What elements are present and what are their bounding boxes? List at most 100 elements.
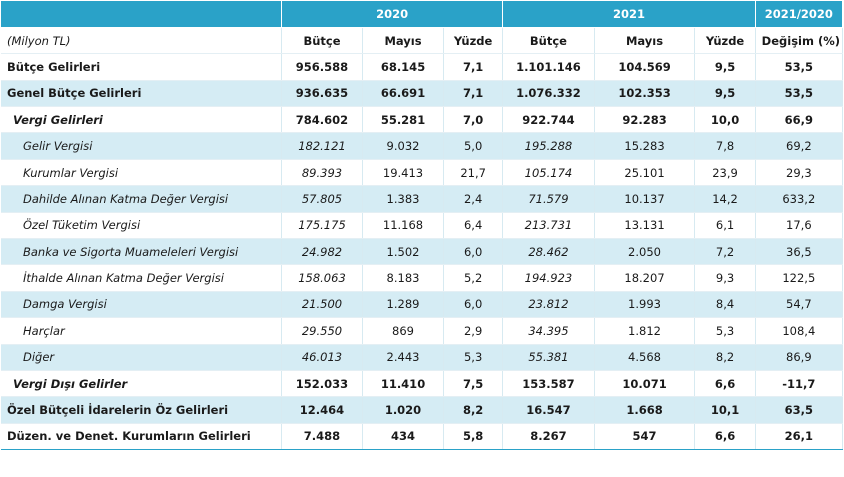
- col-header-percent-2021: Yüzde: [694, 27, 756, 55]
- table-row: Bütçe Gelirleri 956.588 68.145 7,1 1.101.146…: [1, 53, 844, 81]
- cell-budget-2020: 956.588: [281, 53, 364, 81]
- cell-budget-2021: 71.579: [502, 185, 595, 213]
- col-header-percent-2020: Yüzde: [443, 27, 504, 55]
- table-row: Banka ve Sigorta Muameleleri Vergisi 24.9…: [1, 238, 844, 266]
- table-row: Damga Vergisi 21.500 1.289 6,0 23.812 1.993 8,…: [1, 291, 844, 319]
- row-label: Kurumlar Vergisi: [1, 159, 282, 187]
- cell-percent-2020: 7,0: [443, 106, 504, 134]
- table-row: Kurumlar Vergisi 89.393 19.413 21,7 105.174 2…: [1, 159, 844, 187]
- table-row: Düzen. ve Denet. Kurumların Gelirleri 7.4…: [1, 423, 844, 451]
- cell-budget-2020: 46.013: [281, 344, 364, 371]
- table-row: Genel Bütçe Gelirleri 936.635 66.691 7,1 1.0…: [1, 80, 844, 108]
- cell-change: 122,5: [755, 264, 844, 292]
- row-label: Düzen. ve Denet. Kurumların Gelirleri: [1, 423, 282, 451]
- cell-budget-2021: 23.812: [502, 291, 595, 319]
- cell-may-2021: 1.812: [594, 317, 696, 345]
- cell-may-2020: 11.410: [362, 370, 445, 398]
- cell-may-2021: 2.050: [594, 238, 696, 266]
- cell-budget-2020: 158.063: [281, 264, 364, 292]
- cell-change: 63,5: [755, 396, 844, 424]
- row-label: İthalde Alınan Katma Değer Vergisi: [1, 264, 282, 292]
- cell-change: 17,6: [755, 212, 844, 240]
- table-row: Özel Tüketim Vergisi 175.175 11.168 6,4 213.…: [1, 212, 844, 240]
- row-label: Genel Bütçe Gelirleri: [1, 80, 282, 108]
- cell-may-2021: 13.131: [594, 212, 696, 240]
- table-row: Diğer 46.013 2.443 5,3 55.381 4.568 8,2 86,9: [1, 344, 844, 371]
- header-corner-cell: [1, 1, 282, 28]
- table-row: Dahilde Alınan Katma Değer Vergisi 57.805…: [1, 185, 844, 213]
- cell-may-2021: 25.101: [594, 159, 696, 187]
- cell-percent-2021: 5,3: [694, 317, 756, 345]
- change-period-header: 2021/2020: [755, 1, 844, 28]
- row-label: Özel Bütçeli İdarelerin Öz Gelirleri: [1, 396, 282, 424]
- cell-change: 69,2: [755, 132, 844, 160]
- cell-budget-2021: 34.395: [502, 317, 595, 345]
- cell-change: 66,9: [755, 106, 844, 134]
- column-header-row: (Milyon TL) Bütçe Mayıs Yüzde Bütçe Mayı…: [1, 27, 844, 55]
- cell-change: 633,2: [755, 185, 844, 213]
- cell-may-2020: 1.289: [362, 291, 445, 319]
- table-body: Bütçe Gelirleri 956.588 68.145 7,1 1.101.146…: [1, 53, 844, 451]
- cell-may-2020: 8.183: [362, 264, 445, 292]
- cell-percent-2020: 6,0: [443, 291, 504, 319]
- cell-budget-2021: 16.547: [502, 396, 595, 424]
- cell-percent-2021: 9,5: [694, 53, 756, 81]
- row-label: Bütçe Gelirleri: [1, 53, 282, 81]
- cell-budget-2020: 936.635: [281, 80, 364, 108]
- cell-budget-2020: 29.550: [281, 317, 364, 345]
- cell-may-2020: 1.383: [362, 185, 445, 213]
- cell-change: 54,7: [755, 291, 844, 319]
- cell-percent-2020: 7,1: [443, 80, 504, 108]
- cell-budget-2021: 153.587: [502, 370, 595, 398]
- cell-may-2021: 18.207: [594, 264, 696, 292]
- cell-percent-2021: 9,3: [694, 264, 756, 292]
- cell-may-2020: 66.691: [362, 80, 445, 108]
- cell-percent-2021: 6,6: [694, 370, 756, 398]
- row-label: Harçlar: [1, 317, 282, 345]
- row-label: Banka ve Sigorta Muameleleri Vergisi: [1, 238, 282, 266]
- unit-label: (Milyon TL): [1, 27, 282, 55]
- cell-may-2021: 1.993: [594, 291, 696, 319]
- cell-may-2020: 9.032: [362, 132, 445, 160]
- cell-percent-2021: 6,6: [694, 423, 756, 451]
- col-header-budget-2020: Bütçe: [281, 27, 364, 55]
- cell-budget-2021: 195.288: [502, 132, 595, 160]
- cell-budget-2020: 175.175: [281, 212, 364, 240]
- table-row: Gelir Vergisi 182.121 9.032 5,0 195.288 15.28…: [1, 132, 844, 160]
- cell-percent-2021: 10,1: [694, 396, 756, 424]
- cell-may-2020: 19.413: [362, 159, 445, 187]
- cell-may-2020: 2.443: [362, 344, 445, 371]
- cell-budget-2020: 21.500: [281, 291, 364, 319]
- table-row: Vergi Dışı Gelirler 152.033 11.410 7,5 153.5…: [1, 370, 844, 398]
- cell-budget-2021: 194.923: [502, 264, 595, 292]
- cell-may-2021: 547: [594, 423, 696, 451]
- cell-budget-2021: 8.267: [502, 423, 595, 451]
- cell-percent-2020: 21,7: [443, 159, 504, 187]
- cell-may-2021: 10.137: [594, 185, 696, 213]
- cell-may-2021: 10.071: [594, 370, 696, 398]
- cell-budget-2021: 105.174: [502, 159, 595, 187]
- year-2020-header: 2020: [281, 1, 504, 28]
- col-header-may-2021: Mayıs: [594, 27, 696, 55]
- cell-may-2021: 104.569: [594, 53, 696, 81]
- table-row: Özel Bütçeli İdarelerin Öz Gelirleri 12.4…: [1, 396, 844, 424]
- cell-budget-2020: 12.464: [281, 396, 364, 424]
- cell-budget-2020: 89.393: [281, 159, 364, 187]
- table-row: Harçlar 29.550 869 2,9 34.395 1.812 5,3 108,4: [1, 317, 844, 345]
- cell-percent-2021: 8,2: [694, 344, 756, 371]
- cell-may-2021: 4.568: [594, 344, 696, 371]
- year-2021-header: 2021: [502, 1, 756, 28]
- cell-percent-2021: 9,5: [694, 80, 756, 108]
- cell-percent-2020: 7,5: [443, 370, 504, 398]
- cell-budget-2021: 213.731: [502, 212, 595, 240]
- cell-percent-2021: 8,4: [694, 291, 756, 319]
- cell-percent-2021: 10,0: [694, 106, 756, 134]
- cell-percent-2020: 2,9: [443, 317, 504, 345]
- cell-change: 108,4: [755, 317, 844, 345]
- cell-budget-2021: 1.101.146: [502, 53, 595, 81]
- cell-may-2021: 102.353: [594, 80, 696, 108]
- cell-change: 53,5: [755, 80, 844, 108]
- table-row: İthalde Alınan Katma Değer Vergisi 158.06…: [1, 264, 844, 292]
- cell-change: 36,5: [755, 238, 844, 266]
- table-row: Vergi Gelirleri 784.602 55.281 7,0 922.744 92…: [1, 106, 844, 134]
